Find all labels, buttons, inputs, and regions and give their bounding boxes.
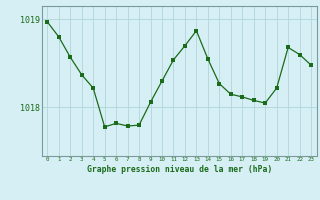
X-axis label: Graphe pression niveau de la mer (hPa): Graphe pression niveau de la mer (hPa) bbox=[87, 165, 272, 174]
